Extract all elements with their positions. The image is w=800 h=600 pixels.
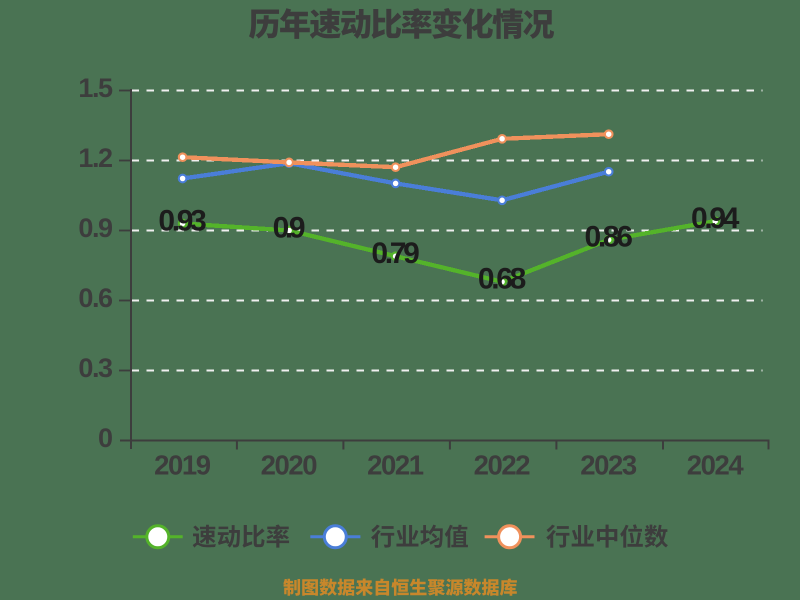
svg-text:0.86: 0.86: [584, 221, 633, 254]
svg-text:0.68: 0.68: [478, 263, 526, 296]
svg-text:1.2: 1.2: [78, 143, 113, 173]
svg-text:0.79: 0.79: [371, 237, 420, 270]
svg-text:2023: 2023: [580, 450, 637, 481]
svg-text:0.9: 0.9: [273, 211, 306, 244]
svg-text:0.3: 0.3: [78, 353, 113, 383]
svg-text:0.94: 0.94: [691, 202, 740, 235]
svg-text:1.5: 1.5: [78, 73, 113, 103]
svg-text:0.9: 0.9: [78, 213, 113, 243]
svg-text:0.93: 0.93: [158, 204, 207, 237]
svg-text:0.6: 0.6: [78, 283, 113, 313]
svg-text:2021: 2021: [367, 450, 424, 481]
svg-text:2024: 2024: [687, 450, 745, 481]
svg-text:2022: 2022: [474, 450, 531, 481]
svg-text:0: 0: [98, 423, 113, 453]
svg-text:2020: 2020: [261, 450, 318, 481]
svg-text:2019: 2019: [154, 450, 211, 481]
